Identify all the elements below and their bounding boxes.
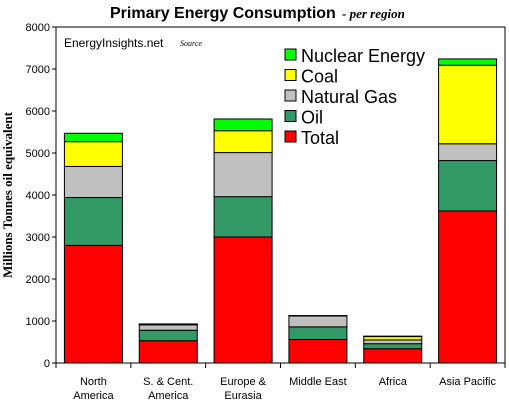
bar-segment-oil [213,196,273,238]
y-tick-label: 2000 [26,274,50,286]
bar-segment-nuclear-energy [213,118,273,132]
bar-segment-natural-gas [213,152,273,198]
bar-segment-coal [288,315,348,317]
bar-segment-coal [213,130,273,154]
legend-swatch [284,130,297,143]
x-category-label: North [80,376,107,388]
legend-swatch [284,48,297,61]
chart-title: Primary Energy Consumption [110,5,336,22]
bar-segment-nuclear-energy [438,58,498,66]
x-category-label: Asia Pacific [439,376,496,388]
legend-label: Total [301,128,339,148]
bar-segment-oil [63,197,123,246]
bar-segment-total [213,236,273,364]
bar-segment-oil [288,326,348,340]
bar-segment-oil [363,343,423,350]
y-tick-label: 0 [44,358,50,370]
y-tick-label: 5000 [26,148,50,160]
x-category-label: Eurasia [224,390,262,402]
bar-segment-natural-gas [63,165,123,199]
bar-segment-coal [438,64,498,145]
x-category-label: America [73,390,114,402]
x-category-label: America [148,390,189,402]
bar-segment-natural-gas [288,315,348,328]
x-category-label: Europe & [220,376,267,388]
bar-segment-total [438,210,498,364]
y-axis: 0 1000 2000 3000 4000 5000 6000 7000 8000 [26,22,56,370]
x-category-label: Middle East [289,376,346,388]
bar-segment-nuclear-energy [138,323,198,325]
legend-swatch [284,89,297,102]
legend-label: Coal [301,67,338,87]
y-tick-label: 7000 [26,64,50,76]
bar-segment-total [63,244,123,364]
chart-subtitle: - per region [342,6,405,21]
x-axis: North America S. & Cent. America Europe & Eur… [55,363,506,402]
legend-swatch [284,110,297,122]
bar-segment-nuclear-energy [363,335,423,338]
plot-area [55,26,506,364]
x-category-label: Africa [379,376,408,388]
bar-segment-nuclear-energy [63,132,123,143]
bar-segment-natural-gas [438,143,498,162]
y-axis-label: Millions Tonnes oil equivalent [0,111,15,277]
legend-swatch [284,69,297,81]
bar-segment-natural-gas [138,324,198,331]
legend-label: Nuclear Energy [301,46,425,66]
bars [63,58,498,364]
legend-label: Natural Gas [301,87,397,107]
source-label: Source [180,39,202,48]
x-category-label: S. & Cent. [143,376,193,388]
y-tick-label: 8000 [26,22,50,34]
y-tick-label: 1000 [26,316,50,328]
bar-segment-oil [438,160,498,212]
source-name: EnergyInsights.net [64,36,164,50]
bar-segment-natural-gas [363,339,423,345]
bar-segment-oil [138,329,198,342]
y-tick-label: 6000 [26,106,50,118]
bar-segment-coal [63,141,123,167]
y-tick-label: 4000 [26,190,50,202]
bar-segment-total [138,340,198,364]
bar-segment-total [363,348,423,364]
legend-label: Oil [301,108,323,128]
y-tick-label: 3000 [26,232,50,244]
bar-segment-total [288,338,348,364]
